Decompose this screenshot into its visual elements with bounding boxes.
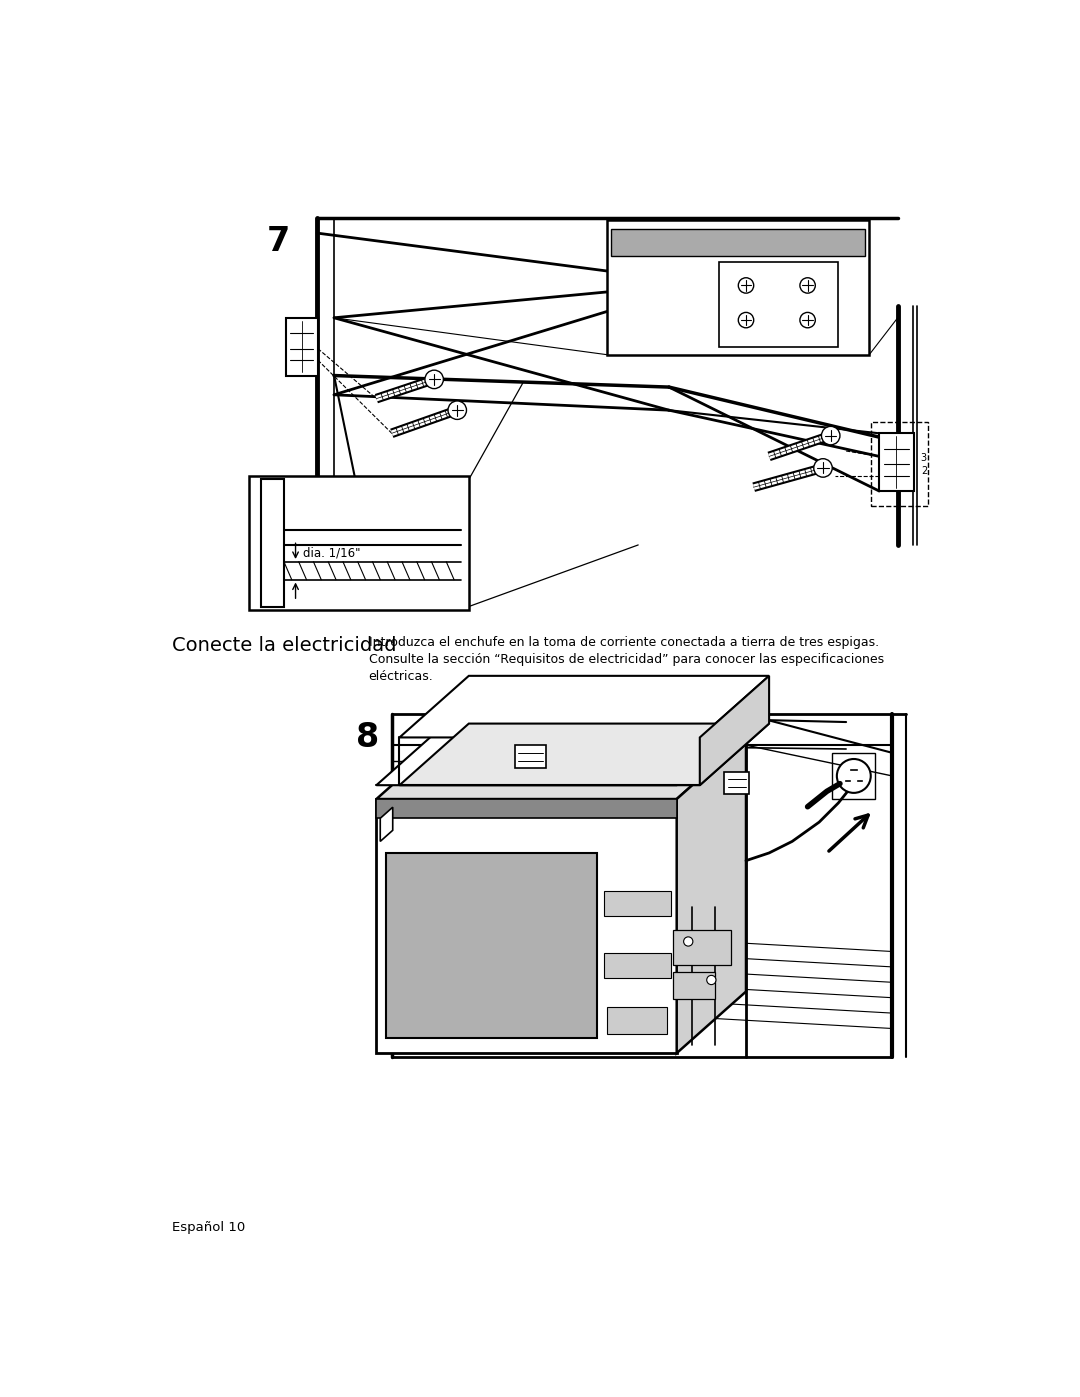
Text: 7: 7 <box>267 225 291 258</box>
Bar <box>725 773 750 793</box>
Circle shape <box>684 937 693 946</box>
Text: 3: 3 <box>921 453 927 462</box>
Text: eléctricas.: eléctricas. <box>368 669 433 683</box>
Bar <box>386 854 597 1038</box>
Text: Introduzca el enchufe en la toma de corriente conectada a tierra de tres espigas: Introduzca el enchufe en la toma de corr… <box>368 636 879 648</box>
Bar <box>607 1007 666 1034</box>
Bar <box>261 479 284 606</box>
Bar <box>870 422 929 507</box>
Text: Español 10: Español 10 <box>173 1221 245 1234</box>
Bar <box>377 799 677 819</box>
Bar <box>719 263 838 346</box>
Circle shape <box>739 313 754 328</box>
Circle shape <box>739 278 754 293</box>
Bar <box>673 930 730 964</box>
Bar <box>604 953 671 978</box>
Bar <box>833 753 876 799</box>
Circle shape <box>822 426 840 444</box>
Text: Consulte la sección “Requisitos de electricidad” para conocer las especificacion: Consulte la sección “Requisitos de elect… <box>368 652 883 666</box>
Circle shape <box>837 759 870 793</box>
Bar <box>607 219 869 355</box>
Bar <box>285 317 318 376</box>
Text: dia. 1/16": dia. 1/16" <box>303 546 361 559</box>
Polygon shape <box>400 724 769 785</box>
Polygon shape <box>400 676 769 738</box>
Bar <box>377 799 677 1053</box>
Circle shape <box>800 313 815 328</box>
Circle shape <box>448 401 467 419</box>
Polygon shape <box>377 724 746 785</box>
Bar <box>249 475 469 610</box>
Circle shape <box>813 458 833 478</box>
Polygon shape <box>677 738 746 1053</box>
Bar <box>879 433 914 490</box>
Circle shape <box>706 975 716 985</box>
Bar <box>673 972 715 999</box>
Text: 8: 8 <box>355 721 379 753</box>
Polygon shape <box>700 676 769 785</box>
Polygon shape <box>377 738 746 799</box>
Bar <box>515 745 545 768</box>
Text: Conecte la electricidad: Conecte la electricidad <box>173 636 396 655</box>
Text: 2: 2 <box>921 467 927 476</box>
Circle shape <box>424 370 444 388</box>
Bar <box>604 891 671 916</box>
Bar <box>611 229 865 256</box>
Circle shape <box>800 278 815 293</box>
Polygon shape <box>380 807 393 841</box>
